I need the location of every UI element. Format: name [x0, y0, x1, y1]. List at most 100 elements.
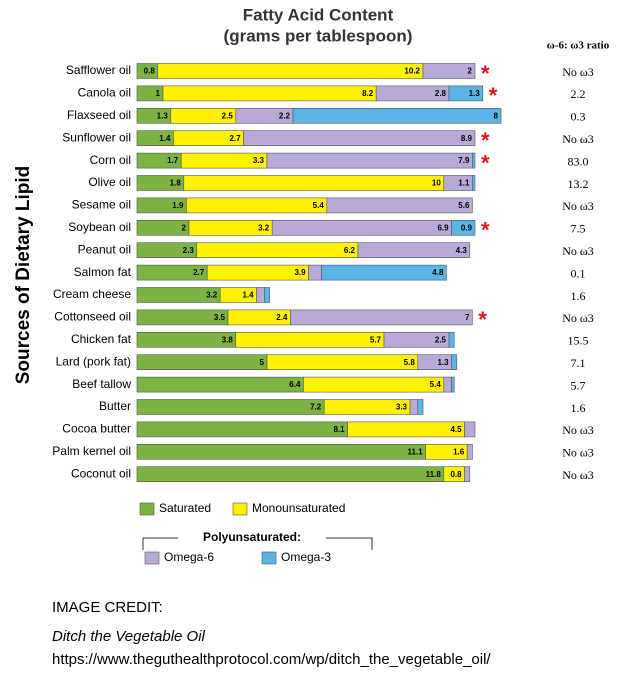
category-label: Safflower oil: [66, 63, 131, 77]
value-label: 5.8: [404, 358, 416, 367]
value-label: 1.3: [469, 89, 481, 98]
category-label: Sesame oil: [72, 198, 131, 212]
category-label: Peanut oil: [78, 242, 131, 256]
value-label: 0.8: [144, 67, 156, 76]
value-label: 10.2: [404, 67, 420, 76]
value-label: 5.4: [313, 201, 325, 210]
legend-label: Omega-3: [281, 550, 331, 564]
category-label: Chicken fat: [71, 332, 132, 346]
category-label: Beef tallow: [72, 377, 131, 391]
value-label: 1: [156, 89, 161, 98]
value-label: 1.4: [159, 134, 171, 143]
value-label: 3.5: [214, 313, 226, 322]
ratio-value: 7.1: [571, 356, 586, 370]
value-label: 8.1: [333, 425, 345, 434]
bar-segment: [235, 331, 385, 348]
value-label: 1.1: [458, 179, 470, 188]
legend-group-label: Polyunsaturated:: [203, 530, 301, 544]
bar-segment: [451, 354, 458, 371]
bar-segment: [466, 443, 473, 460]
category-label: Sunflower oil: [62, 130, 131, 144]
ratio-value: 83.0: [568, 154, 589, 168]
category-label: Cottonseed oil: [54, 310, 131, 324]
ratio-value: No ω3: [562, 244, 594, 258]
legend-bracket: [142, 537, 373, 550]
ratio-header: ω-6: ω3 ratio: [547, 40, 610, 52]
legend-label: Omega-6: [164, 550, 214, 564]
legend-swatch: [144, 551, 160, 565]
legend-swatch: [139, 502, 155, 516]
asterisk: *: [481, 61, 490, 86]
value-label: 5: [260, 358, 265, 367]
category-label: Cocoa butter: [62, 422, 131, 436]
legend-label: Monounsaturated: [252, 501, 345, 515]
value-label: 1.9: [172, 201, 184, 210]
value-label: 3.3: [396, 403, 408, 412]
ratio-value: 13.2: [568, 177, 589, 191]
bar-segment: [136, 443, 426, 460]
category-label: Canola oil: [78, 86, 131, 100]
bar-segment: [183, 175, 445, 191]
bar-segment: [451, 376, 455, 393]
asterisk: *: [489, 83, 498, 108]
asterisk: *: [478, 307, 487, 332]
value-label: 1.7: [167, 156, 179, 165]
value-label: 1.6: [453, 447, 465, 456]
value-label: 6.4: [289, 380, 301, 389]
y-axis-label: Sources of Dietary Lipid: [13, 166, 34, 385]
value-label: 1.3: [157, 111, 169, 120]
value-label: 0.8: [450, 470, 462, 479]
ratio-value: No ω3: [562, 132, 594, 146]
ratio-value: No ω3: [562, 423, 594, 437]
value-label: 7.9: [458, 156, 470, 165]
bar-segment: [264, 287, 270, 303]
bar-segment: [292, 108, 502, 124]
chart-subtitle: (grams per tablespoon): [224, 26, 413, 45]
category-label: Salmon fat: [74, 265, 132, 279]
value-label: 3.9: [294, 268, 306, 277]
ratio-value: No ω3: [562, 65, 594, 79]
legend-swatch: [261, 551, 277, 565]
value-label: 1.8: [170, 179, 182, 188]
category-label: Lard (pork fat): [56, 354, 131, 368]
value-label: 0.9: [461, 223, 473, 232]
bar-segment: [451, 220, 476, 236]
value-label: 4.3: [456, 246, 468, 255]
bar-segment: [186, 197, 328, 214]
ratio-value: No ω3: [562, 199, 594, 213]
bar-segment: [472, 152, 476, 169]
value-label: 2: [468, 67, 473, 76]
category-label: Butter: [99, 399, 131, 413]
bar-segment: [422, 63, 476, 79]
bar-segment: [243, 130, 476, 146]
value-label: 3.2: [206, 291, 218, 300]
bar-segment: [136, 466, 445, 483]
value-label: 8: [494, 111, 499, 120]
value-label: 3.3: [253, 156, 265, 165]
chart-title: Fatty Acid Content: [243, 5, 394, 24]
value-label: 3.2: [258, 223, 270, 232]
value-label: 2.7: [193, 268, 205, 277]
bar-segment: [256, 287, 265, 303]
category-label: Palm kernel oil: [52, 444, 131, 458]
category-label: Soybean oil: [68, 220, 131, 234]
asterisk: *: [481, 128, 490, 153]
asterisk: *: [481, 150, 490, 175]
value-label: 2.3: [183, 246, 195, 255]
asterisk: *: [481, 218, 490, 243]
bar-segment: [443, 376, 452, 393]
value-label: 8.2: [362, 89, 374, 98]
bar-segment: [136, 399, 325, 415]
value-label: 11.8: [426, 470, 442, 479]
value-label: 4.5: [450, 425, 462, 434]
ratio-value: 0.1: [571, 266, 586, 280]
bar-segment: [162, 85, 377, 102]
value-label: 3.8: [222, 335, 234, 344]
value-label: 2: [182, 223, 187, 232]
ratio-value: No ω3: [562, 446, 594, 460]
value-label: 4.8: [432, 268, 444, 277]
ratio-value: 0.3: [571, 110, 586, 124]
value-label: 1.3: [437, 358, 449, 367]
bar-segment: [136, 354, 268, 371]
